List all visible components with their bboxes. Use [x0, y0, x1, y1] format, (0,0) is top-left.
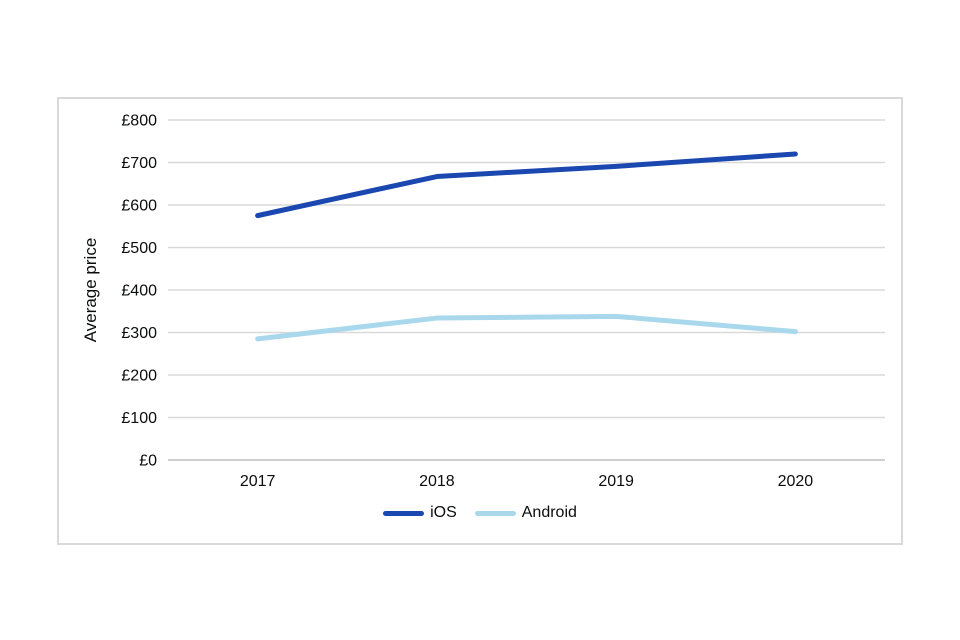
series-layer — [255, 151, 798, 342]
line-chart: £0 £100 £200 £300 £400 £500 £600 £700 £800 2017 20… — [81, 113, 885, 491]
y-tick-label: £600 — [121, 198, 157, 215]
series-line-android — [255, 313, 798, 342]
x-tick-label: 2017 — [240, 473, 276, 490]
y-tick-label: £400 — [121, 283, 157, 300]
axis-layer: £0 £100 £200 £300 £400 £500 £600 £700 £800 2017 20… — [121, 113, 813, 491]
y-tick-label: £500 — [121, 240, 157, 257]
chart-legend: iOS Android — [59, 505, 901, 521]
legend-label-ios: iOS — [430, 504, 457, 521]
series-line-ios — [255, 151, 798, 219]
legend-item-ios: iOS — [383, 505, 457, 521]
legend-label-android: Android — [521, 504, 577, 521]
y-tick-label: £800 — [121, 113, 157, 130]
legend-swatch-android — [474, 510, 516, 516]
x-tick-label: 2019 — [598, 473, 634, 490]
x-tick-label: 2018 — [419, 473, 455, 490]
y-tick-label: £700 — [121, 155, 157, 172]
legend-swatch-ios — [383, 510, 425, 516]
legend-item-android: Android — [474, 504, 577, 521]
y-tick-label: £0 — [139, 453, 157, 470]
y-tick-label: £200 — [121, 368, 157, 385]
x-tick-label: 2020 — [778, 473, 814, 490]
grid-layer — [168, 119, 885, 461]
y-axis-title: Average price — [81, 238, 100, 343]
average-price-chart-card: £0 £100 £200 £300 £400 £500 £600 £700 £800 2017 20… — [57, 97, 903, 545]
y-tick-label: £100 — [121, 410, 157, 427]
y-tick-label: £300 — [121, 325, 157, 342]
